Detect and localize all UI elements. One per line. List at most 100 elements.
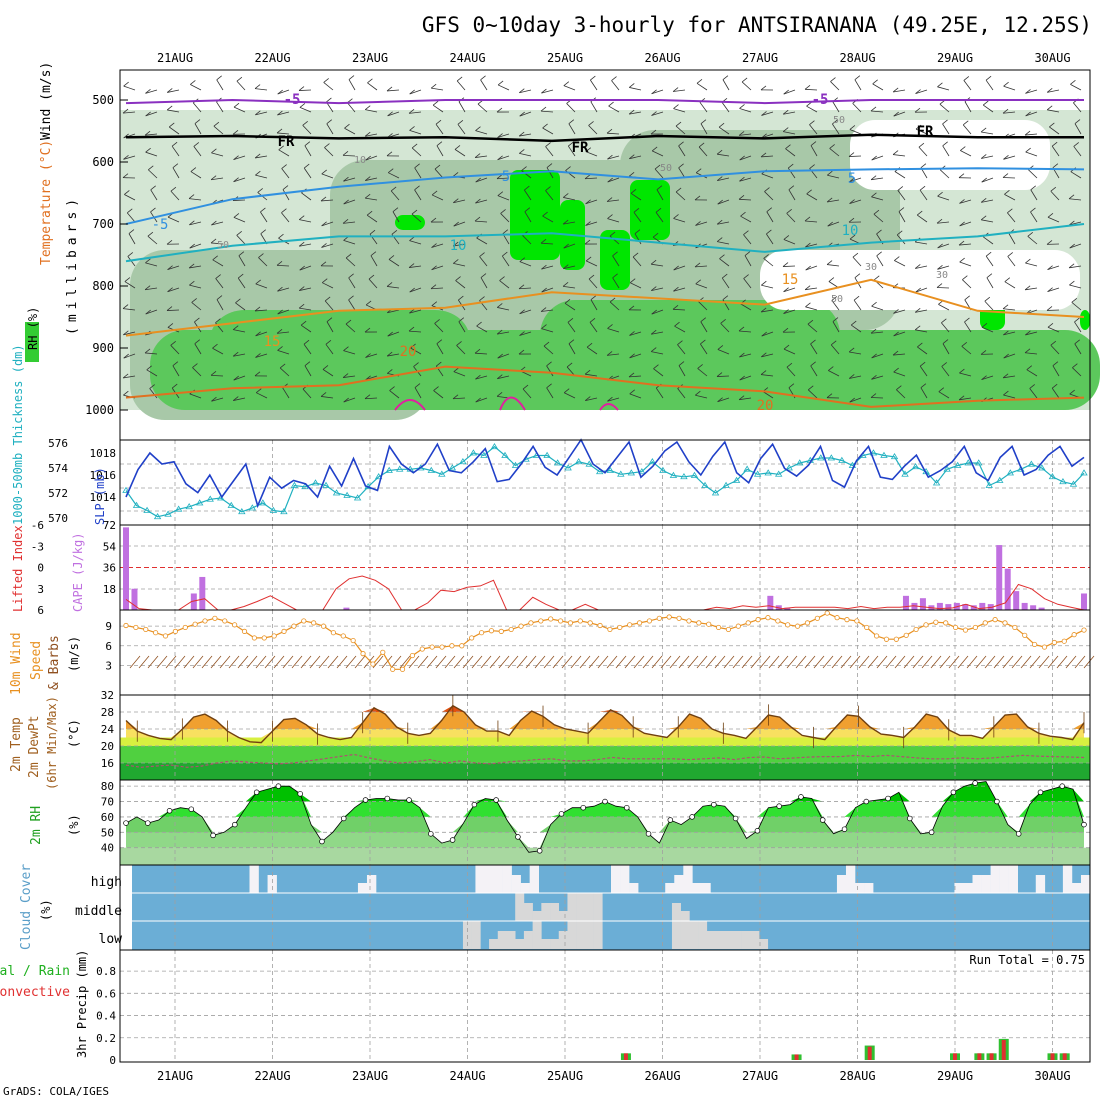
- wind-speed-point: [409, 652, 416, 659]
- cloud-low-bar: [724, 931, 734, 949]
- li-tick: -6: [31, 519, 44, 532]
- wind-barb: [893, 353, 906, 356]
- wind-barb-flag: [521, 166, 527, 171]
- wind-barb: [939, 169, 950, 179]
- wind-barb-10m: [615, 655, 627, 669]
- wind-barb: [1049, 126, 1060, 135]
- wind-barb-flag: [233, 396, 239, 401]
- wind-barb-flag: [783, 309, 789, 314]
- wind-barb-flag: [431, 243, 437, 248]
- wind-speed-point: [953, 624, 959, 631]
- wind-barb-flag: [233, 155, 239, 160]
- wind-barb-flag: [810, 141, 817, 146]
- cloud-low-bar: [706, 931, 716, 949]
- wind-speed-point: [469, 635, 475, 641]
- wind-barb-flag: [629, 389, 635, 395]
- wind-barb: [348, 79, 356, 91]
- wind-barb-flag: [542, 211, 548, 217]
- wind-barb-flag: [896, 385, 902, 390]
- wind-barb-flag: [678, 141, 684, 147]
- wind-barb: [126, 212, 136, 223]
- wind-barb: [145, 133, 158, 136]
- wind-barb: [299, 265, 312, 271]
- pressure-label: 700: [92, 217, 114, 231]
- wind-barb: [235, 302, 246, 311]
- wind-barb: [986, 277, 994, 289]
- wind-barb: [937, 86, 950, 91]
- wind-barb-flag: [150, 185, 156, 191]
- rh-point: [145, 820, 151, 826]
- wind-barb: [590, 299, 598, 311]
- wind-barb: [124, 194, 136, 201]
- wind-barb: [454, 149, 466, 157]
- wind-barb-flag: [194, 317, 200, 323]
- wind-barb: [389, 390, 400, 399]
- wind-barb-flag: [830, 77, 836, 82]
- wind-speed-point: [607, 626, 613, 633]
- wind-barb: [194, 343, 202, 355]
- wind-speed-point: [883, 636, 890, 642]
- wind-barb: [585, 199, 598, 205]
- rh-point: [580, 804, 586, 811]
- wind-barb: [167, 287, 180, 293]
- wind-barb-flag: [562, 219, 569, 225]
- wind-barb-flag: [281, 164, 287, 169]
- wind-barb-flag: [189, 220, 195, 226]
- rh-dry-region: [760, 250, 1080, 310]
- wind-barb: [410, 347, 422, 355]
- wind-barb: [959, 243, 972, 246]
- wind-barb-flag: [260, 207, 266, 213]
- wind-barb-flag: [188, 263, 195, 269]
- thickness-point: [932, 479, 941, 486]
- wind-barb-flag: [546, 163, 553, 168]
- thickness-point: [996, 476, 1004, 483]
- wind-barb-flag: [854, 75, 861, 81]
- wind-barb: [189, 221, 202, 226]
- wind-barb-flag: [1026, 365, 1033, 370]
- wind-barb-flag: [479, 296, 485, 301]
- wind-barb: [522, 235, 532, 245]
- wind-barb-flag: [236, 230, 242, 236]
- wind-speed-point: [627, 622, 633, 628]
- contour-label: 50: [833, 115, 845, 126]
- wind-barb: [763, 258, 774, 267]
- cape-bar: [190, 593, 197, 610]
- wind-barb: [281, 168, 290, 179]
- wind-barb: [981, 155, 994, 159]
- wind-barb: [739, 155, 752, 161]
- wind-barb-flag: [194, 339, 201, 345]
- wind-barb-flag: [653, 364, 659, 370]
- wind-barb-flag: [322, 365, 329, 370]
- wind-barb: [523, 189, 532, 201]
- wind-barb-flag: [257, 188, 263, 193]
- wind-barb: [475, 199, 488, 204]
- wind-barb-flag: [739, 352, 745, 358]
- wind-barb: [827, 264, 840, 267]
- wind-barb-flag: [497, 374, 503, 380]
- pressure-label: 800: [92, 279, 114, 293]
- wind-barb: [431, 194, 444, 201]
- wind-barb-10m: [1002, 655, 1014, 669]
- wind-barb: [654, 168, 664, 179]
- thickness-point: [553, 459, 562, 466]
- wind-barb: [786, 366, 796, 377]
- wind-barb-flag: [232, 325, 239, 330]
- wind-barb-flag: [941, 362, 947, 367]
- cloud-middle-bar: [567, 893, 577, 921]
- wind-barb: [918, 146, 928, 157]
- wind-barb-flag: [167, 287, 173, 293]
- wind-speed-point: [153, 630, 159, 636]
- wind-barb-flag: [258, 253, 264, 258]
- wind-barb-flag: [546, 383, 552, 389]
- wind-barb: [323, 82, 334, 91]
- wind-barb: [766, 211, 774, 223]
- contour-label: 50: [831, 294, 843, 305]
- thickness-point: [1069, 480, 1078, 487]
- wind-barb: [981, 199, 994, 203]
- wind-barb-flag: [122, 108, 129, 114]
- wind-barb-flag: [277, 110, 283, 116]
- wind-barb: [1025, 111, 1038, 117]
- wind-speed-point: [380, 649, 386, 655]
- cape-tick: 54: [103, 540, 117, 553]
- wind-barb-flag: [607, 177, 613, 183]
